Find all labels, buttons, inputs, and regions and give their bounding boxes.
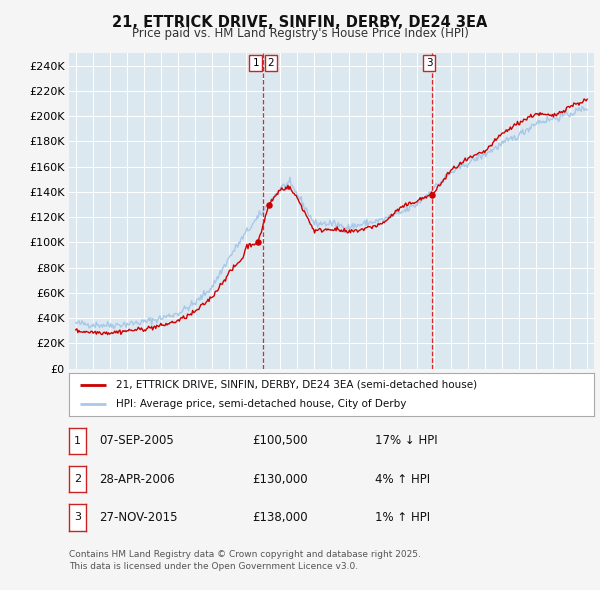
Text: 07-SEP-2005: 07-SEP-2005 (99, 434, 174, 447)
Text: This data is licensed under the Open Government Licence v3.0.: This data is licensed under the Open Gov… (69, 562, 358, 571)
Text: 1% ↑ HPI: 1% ↑ HPI (375, 511, 430, 524)
Text: 17% ↓ HPI: 17% ↓ HPI (375, 434, 437, 447)
Text: HPI: Average price, semi-detached house, City of Derby: HPI: Average price, semi-detached house,… (116, 399, 407, 409)
Text: 1: 1 (253, 58, 259, 68)
Text: 3: 3 (425, 58, 433, 68)
Text: 3: 3 (74, 513, 81, 522)
Text: 4% ↑ HPI: 4% ↑ HPI (375, 473, 430, 486)
Text: Contains HM Land Registry data © Crown copyright and database right 2025.: Contains HM Land Registry data © Crown c… (69, 550, 421, 559)
Text: £130,000: £130,000 (252, 473, 308, 486)
Text: £100,500: £100,500 (252, 434, 308, 447)
Text: 1: 1 (74, 436, 81, 445)
Text: Price paid vs. HM Land Registry's House Price Index (HPI): Price paid vs. HM Land Registry's House … (131, 27, 469, 40)
Text: 2: 2 (268, 58, 274, 68)
Point (427, 190, 437, 199)
Text: 28-APR-2006: 28-APR-2006 (99, 473, 175, 486)
Text: 21, ETTRICK DRIVE, SINFIN, DERBY, DE24 3EA (semi-detached house): 21, ETTRICK DRIVE, SINFIN, DERBY, DE24 3… (116, 380, 478, 390)
Text: 2: 2 (74, 474, 81, 484)
Point (254, 237, 263, 247)
Point (264, 200, 274, 209)
Text: £138,000: £138,000 (252, 511, 308, 524)
Text: 21, ETTRICK DRIVE, SINFIN, DERBY, DE24 3EA: 21, ETTRICK DRIVE, SINFIN, DERBY, DE24 3… (112, 15, 488, 30)
Text: 27-NOV-2015: 27-NOV-2015 (99, 511, 178, 524)
